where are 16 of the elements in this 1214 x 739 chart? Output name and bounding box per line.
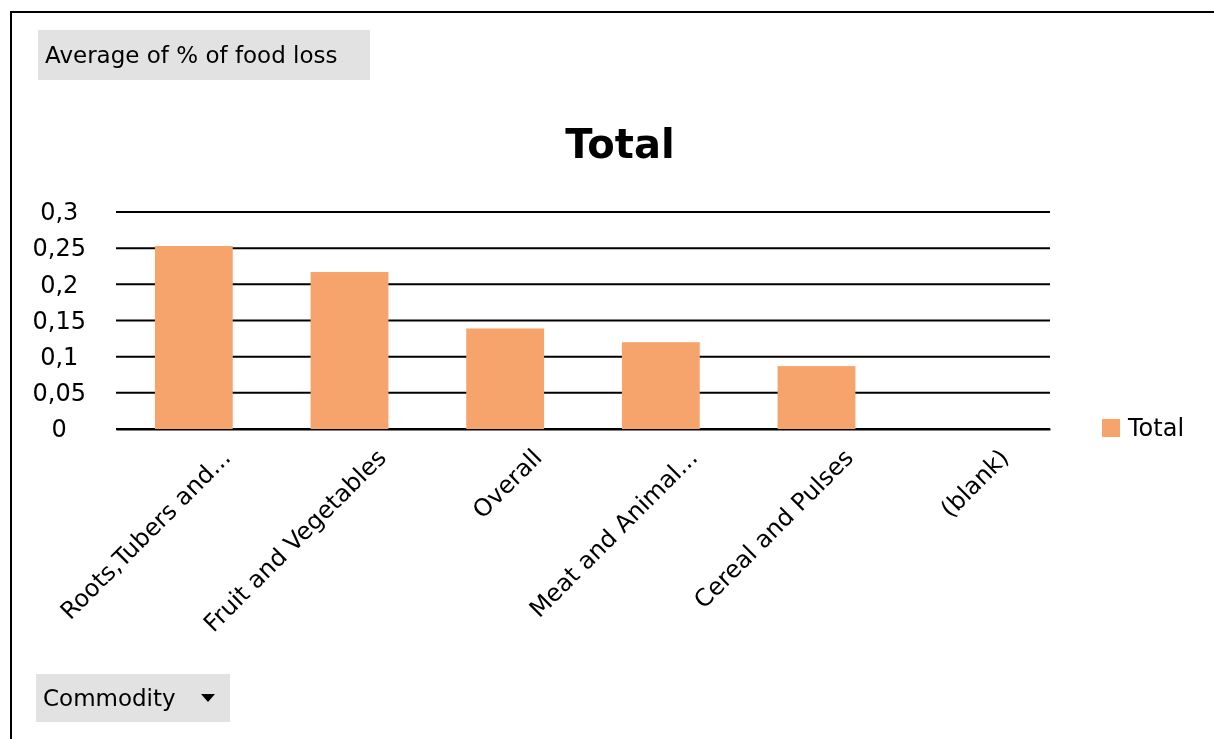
bar [466, 328, 545, 429]
text: Commodity [43, 685, 176, 712]
bar [621, 342, 700, 429]
bar [154, 246, 233, 429]
bar [310, 272, 389, 429]
y-tick-label: 0,1 [40, 342, 79, 371]
bar [777, 366, 856, 429]
y-tick-label: 0,2 [40, 270, 79, 299]
y-tick-label: 0,15 [32, 306, 86, 335]
chart-title: Total [565, 121, 675, 167]
text: Average of % of food loss [45, 42, 338, 69]
y-tick-label: 0,25 [32, 234, 86, 263]
y-tick-label: 0,3 [40, 198, 79, 227]
y-tick-label: 0 [51, 415, 67, 444]
y-tick-label: 0,05 [32, 379, 86, 408]
legend-label: Total [1127, 414, 1185, 443]
